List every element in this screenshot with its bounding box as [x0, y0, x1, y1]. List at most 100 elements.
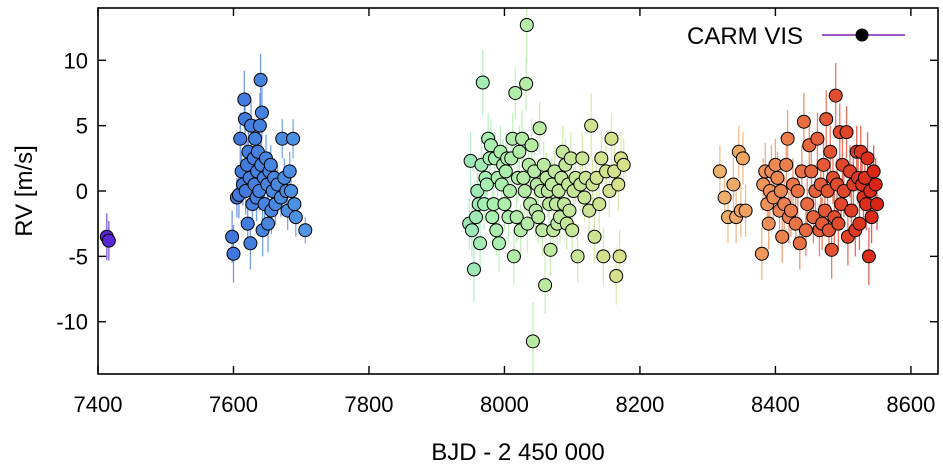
data-point — [717, 190, 732, 205]
data-point — [515, 131, 530, 146]
data-point — [770, 170, 785, 185]
data-point — [589, 170, 604, 185]
data-point — [261, 216, 276, 231]
data-point — [508, 85, 523, 100]
data-point — [823, 144, 838, 159]
x-tick-label: 7800 — [344, 392, 393, 417]
data-point — [577, 190, 592, 205]
data-point — [738, 203, 753, 218]
data-point — [492, 236, 507, 251]
data-point — [263, 157, 278, 172]
y-tick-label: 10 — [64, 48, 88, 73]
data-point — [804, 164, 819, 179]
data-point — [604, 131, 619, 146]
data-point — [761, 216, 776, 231]
data-point — [773, 184, 788, 198]
data-point — [810, 131, 825, 146]
data-point — [596, 249, 611, 264]
data-point — [836, 184, 851, 198]
data-point — [225, 229, 240, 244]
data-point — [779, 157, 794, 172]
data-point — [754, 246, 769, 261]
data-point — [517, 184, 532, 198]
data-point — [288, 210, 303, 225]
data-point — [498, 164, 513, 179]
data-point — [594, 151, 609, 166]
data-point — [101, 233, 116, 248]
data-point — [868, 177, 883, 192]
data-point — [502, 184, 517, 198]
legend-label: CARM VIS — [687, 23, 803, 50]
data-point — [475, 75, 490, 90]
data-point — [780, 131, 795, 146]
data-point — [820, 184, 835, 198]
data-point — [612, 249, 627, 264]
data-point — [485, 210, 500, 225]
data-point — [860, 151, 875, 166]
data-point — [509, 210, 524, 225]
data-point — [712, 164, 727, 179]
data-point — [609, 268, 624, 283]
data-point — [607, 164, 622, 179]
data-point — [788, 216, 803, 231]
data-point — [543, 242, 558, 257]
data-point — [821, 223, 836, 238]
data-point — [524, 138, 539, 153]
data-point — [253, 72, 268, 87]
data-point — [298, 223, 313, 238]
data-point — [519, 17, 534, 32]
data-point — [584, 118, 599, 133]
legend: CARM VIS — [687, 23, 905, 50]
data-point — [839, 125, 854, 140]
data-point — [798, 223, 813, 238]
data-point — [864, 210, 879, 225]
x-tick-label: 7400 — [74, 392, 123, 417]
data-point — [824, 242, 839, 257]
data-point — [861, 249, 876, 264]
data-point — [844, 203, 859, 218]
data-point — [248, 131, 263, 146]
data-point — [538, 278, 553, 293]
data-point — [792, 236, 807, 251]
data-point — [527, 164, 542, 179]
data-point — [775, 229, 790, 244]
data-point — [525, 334, 540, 349]
data-point — [575, 151, 590, 166]
y-tick-label: -5 — [68, 244, 88, 269]
x-tick-label: 7600 — [209, 392, 258, 417]
data-point — [254, 105, 269, 120]
data-point — [233, 131, 248, 146]
legend-marker — [855, 28, 869, 42]
data-point — [796, 114, 811, 129]
data-point — [834, 197, 849, 212]
data-point — [466, 262, 481, 277]
data-points — [99, 17, 885, 349]
y-tick-label: 5 — [76, 114, 88, 139]
x-tick-label: 8400 — [751, 392, 800, 417]
data-point — [562, 203, 577, 218]
data-point — [735, 151, 750, 166]
data-point — [473, 236, 488, 251]
data-point — [831, 216, 846, 231]
data-point — [226, 246, 241, 261]
y-tick-label: 0 — [76, 179, 88, 204]
data-point — [479, 177, 494, 192]
data-point — [489, 223, 504, 238]
x-axis-ticks: 7400 7600 7800 8000 8200 8400 8600 — [74, 8, 935, 417]
data-point — [790, 184, 805, 198]
data-point — [506, 249, 521, 264]
data-point — [828, 88, 843, 103]
data-point — [819, 112, 834, 127]
data-point — [852, 216, 867, 231]
data-point — [282, 164, 297, 179]
data-point — [570, 249, 585, 264]
data-point — [520, 216, 535, 231]
data-point — [816, 157, 831, 172]
data-point — [536, 157, 551, 172]
data-point — [286, 131, 301, 146]
data-point — [287, 197, 302, 212]
x-tick-label: 8600 — [886, 392, 935, 417]
data-point — [284, 184, 299, 198]
data-point — [817, 203, 832, 218]
